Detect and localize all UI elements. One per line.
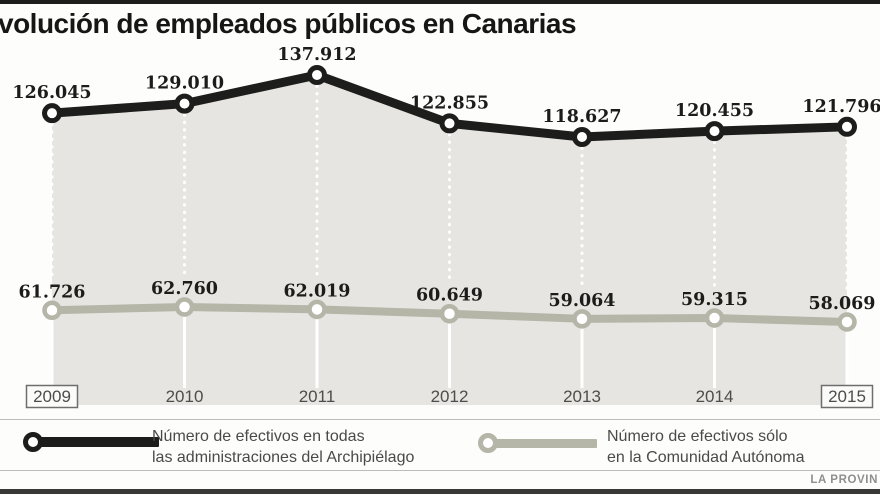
source-credit: LA PROVIN [810, 474, 878, 486]
legend-item-autonomous: Número de efectivos sólo en la Comunidad… [478, 428, 878, 481]
year-box [820, 384, 874, 409]
bottom-rule [0, 489, 880, 494]
legend-label-autonomous-line1: Número de efectivos sólo [607, 428, 788, 445]
data-point-autonomous [439, 303, 460, 324]
source-divider [0, 470, 880, 471]
data-point-all [174, 93, 195, 114]
data-point-all [837, 116, 857, 137]
data-label: 121.796 [802, 97, 880, 117]
year-label: 2013 [563, 387, 601, 406]
legend-top-divider [0, 419, 880, 420]
legend-line-all [39, 437, 159, 447]
data-label: 120.455 [675, 101, 754, 121]
chart-title: volución de empleados públicos en Canari… [0, 8, 577, 39]
legend-label-autonomous-line2: en la Comunidad Autónoma [607, 449, 805, 466]
data-label: 60.649 [416, 286, 483, 306]
data-label: 62.019 [284, 281, 351, 301]
year-label: 2014 [696, 387, 734, 406]
data-point-all [572, 126, 592, 147]
chart-svg: 126.045 129.010 137.912 122.855 118.627 120.4… [12, 45, 880, 409]
data-label: 59.315 [681, 290, 748, 310]
data-point-autonomous [307, 299, 327, 320]
data-point-autonomous [837, 312, 857, 332]
data-point-all [439, 113, 460, 134]
legend-label-all-line2: las administraciones del Archipiélago [152, 449, 415, 466]
data-point-all [42, 103, 62, 124]
data-label: 58.069 [809, 294, 876, 314]
data-label: 118.627 [542, 107, 621, 127]
data-label: 129.010 [145, 74, 224, 94]
year-label: 2010 [166, 387, 204, 406]
data-label: 126.045 [12, 83, 91, 103]
year-label: 2009 [33, 387, 71, 406]
data-label: 122.855 [410, 93, 489, 113]
data-point-all [307, 65, 327, 86]
legend-line-autonomous [494, 438, 597, 448]
data-point-all [704, 121, 725, 142]
data-label: 61.726 [19, 282, 86, 302]
data-point-autonomous [572, 309, 592, 329]
year-label: 2011 [299, 387, 336, 406]
data-label: 59.064 [549, 291, 616, 311]
data-point-autonomous [704, 308, 725, 328]
legend-label-all-line1: Número de efectivos en todas [152, 428, 365, 445]
year-label: 2012 [431, 387, 469, 406]
legend-item-all: Número de efectivos en todas las adminis… [23, 428, 443, 480]
data-point-autonomous [174, 297, 195, 317]
data-point-autonomous [42, 300, 62, 321]
top-rule [0, 0, 880, 4]
data-label: 137.912 [277, 45, 356, 65]
year-box [25, 384, 79, 409]
year-label: 2015 [828, 387, 866, 406]
data-label: 62.760 [151, 279, 218, 299]
